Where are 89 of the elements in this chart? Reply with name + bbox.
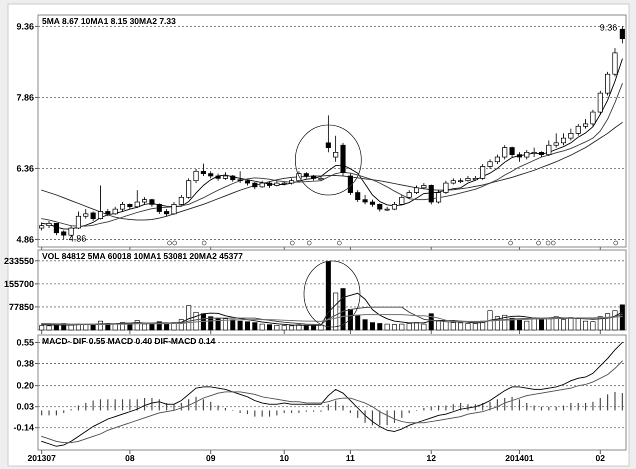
bar <box>362 319 368 330</box>
candlestick <box>186 178 192 200</box>
y-tick-label: 7.86 <box>16 92 34 102</box>
bar <box>238 320 243 330</box>
y-tick-label: 233550 <box>4 256 34 266</box>
bar <box>340 288 346 330</box>
candlestick <box>362 194 368 205</box>
candlestick <box>494 154 500 165</box>
candlestick <box>134 190 140 209</box>
candlestick <box>554 132 559 148</box>
bar <box>620 304 625 330</box>
x-tick-label: 201307 <box>27 453 56 463</box>
x-tick-label: 11 <box>346 453 356 463</box>
y-tick-label: 6.36 <box>16 163 34 174</box>
candlestick <box>120 202 126 212</box>
candlestick <box>524 150 530 160</box>
bar <box>516 319 522 330</box>
candlestick <box>156 203 162 214</box>
bar <box>326 260 331 330</box>
candlestick <box>516 152 522 162</box>
bar <box>127 324 132 330</box>
y-tick-label: 155700 <box>4 278 34 289</box>
candlestick <box>238 170 243 184</box>
candlestick <box>576 124 581 136</box>
candlestick <box>605 71 610 96</box>
candlestick <box>200 163 206 176</box>
bar <box>164 324 170 330</box>
bar <box>244 321 250 330</box>
candlestick <box>171 202 177 216</box>
bar <box>538 319 544 330</box>
candlestick <box>480 164 486 180</box>
y-tick-label: 0.03 <box>16 402 34 412</box>
candlestick <box>428 184 434 205</box>
line-series <box>41 306 623 326</box>
line-series <box>41 122 623 221</box>
candlestick <box>98 185 104 220</box>
x-tick-label: 02 <box>596 453 606 463</box>
chart-title: VOL 84812 5MA 60018 10MA1 53081 20MA2 45377 <box>42 251 244 261</box>
x-tick-label: 201401 <box>505 453 534 463</box>
line-series <box>41 314 623 325</box>
bar <box>230 319 236 330</box>
candlestick <box>333 135 338 162</box>
candlestick <box>76 211 81 230</box>
y-tick-label: 4.86 <box>16 234 34 244</box>
candlestick <box>348 173 353 196</box>
x-tick-label: 08 <box>125 453 135 463</box>
candlestick <box>443 180 448 194</box>
candlestick <box>560 132 566 146</box>
chart-title: MACD- DIF 0.55 MACD 0.40 DIF-MACD 0.14 <box>42 336 216 346</box>
y-tick-label: 77850 <box>8 302 34 312</box>
candlestick <box>502 144 508 160</box>
candlestick <box>326 114 331 153</box>
x-tick-label: 10 <box>279 453 290 463</box>
x-tick-label: 12 <box>426 453 436 463</box>
annotation: 9.36 <box>600 22 618 32</box>
candlestick <box>510 146 515 158</box>
candlestick <box>487 159 493 170</box>
y-tick-label: 0.38 <box>16 358 34 368</box>
line-series <box>41 360 623 444</box>
y-tick-label: 9.36 <box>16 21 34 32</box>
bar <box>377 323 382 330</box>
candlestick <box>612 48 618 77</box>
candlestick <box>546 140 552 156</box>
candlestick <box>68 225 74 237</box>
candlestick <box>178 194 184 206</box>
bar <box>90 324 96 330</box>
candlestick <box>598 90 603 115</box>
candlestick <box>568 128 574 141</box>
candlestick <box>583 118 588 130</box>
candlestick <box>590 109 596 127</box>
x-tick-label: 09 <box>206 453 216 463</box>
candlestick <box>90 211 96 222</box>
bar <box>370 322 375 330</box>
y-tick-label: 0.20 <box>16 380 34 391</box>
candlestick <box>532 147 537 158</box>
y-tick-label: 0.55 <box>16 337 34 348</box>
chart-title: 5MA 8.67 10MA1 8.15 30MA2 7.33 <box>42 16 176 26</box>
candlestick <box>620 26 625 44</box>
bar <box>267 324 272 330</box>
bar <box>355 314 360 330</box>
y-tick-label: -0.14 <box>13 422 34 433</box>
candlestick <box>83 208 88 219</box>
candlestick <box>436 190 442 204</box>
bar <box>252 322 258 330</box>
candlestick <box>54 222 59 236</box>
annotation: 4.86 <box>68 233 86 244</box>
candlestick <box>355 190 360 202</box>
candlestick <box>193 168 199 184</box>
candlestick <box>399 194 404 206</box>
